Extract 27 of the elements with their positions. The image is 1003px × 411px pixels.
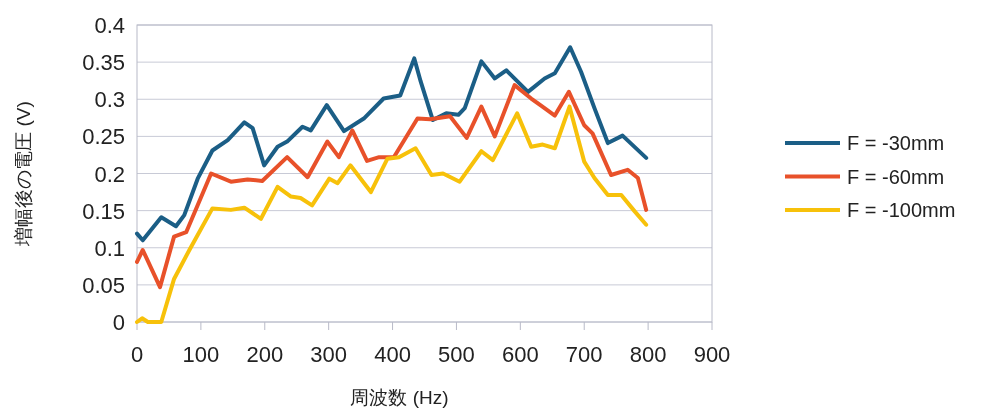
x-tick-label: 100 [182, 342, 220, 367]
y-tick-label: 0.05 [82, 272, 125, 298]
x-tick-label: 600 [501, 342, 539, 367]
x-tick-label: 500 [438, 342, 475, 367]
y-tick-label: 0.2 [94, 161, 125, 187]
legend-label: F = -100mm [847, 199, 956, 221]
legend-label: F = -30mm [847, 132, 945, 154]
x-tick-label: 900 [693, 342, 731, 367]
line-series [135, 45, 649, 243]
legend-label: F = -60mm [847, 165, 945, 188]
x-tick-label: 400 [374, 342, 411, 367]
x-tick-label: 700 [565, 342, 603, 367]
y-axis-title: 増幅後の電圧 (V) [13, 101, 34, 247]
y-tick-label: 0.3 [94, 87, 125, 113]
x-axis-title: 周波数 (Hz) [350, 387, 449, 408]
line-series [135, 83, 649, 290]
y-tick-label: 0.1 [94, 235, 125, 261]
x-tick-label: 800 [629, 342, 667, 367]
y-tick-label: 0.15 [82, 198, 125, 224]
y-tick-label: 0.35 [82, 50, 125, 76]
y-tick-label: 0.25 [82, 124, 125, 150]
x-tick-label: 200 [246, 342, 284, 367]
x-tick-label: 300 [310, 342, 348, 367]
x-tick-label: 0 [130, 342, 144, 367]
y-tick-label: 0.4 [94, 13, 125, 38]
line-series [135, 104, 649, 324]
y-tick-label: 0 [112, 310, 125, 335]
